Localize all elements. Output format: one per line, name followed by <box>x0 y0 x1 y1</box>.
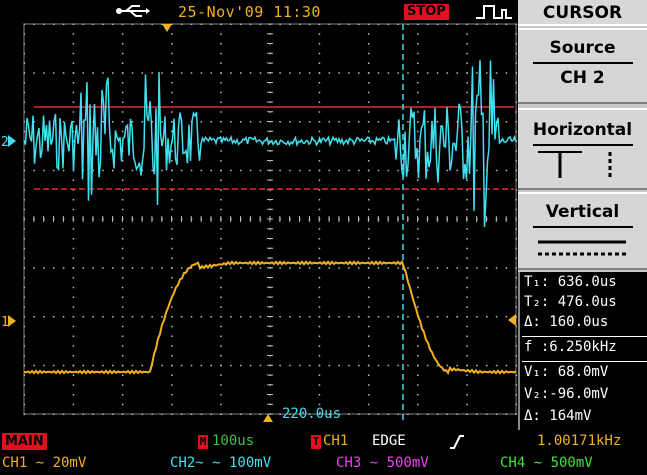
ch1-ground-marker[interactable]: 1 <box>1 315 16 330</box>
trigger-type[interactable]: EDGE <box>372 433 406 449</box>
main-mode-badge[interactable]: MAIN <box>2 433 47 450</box>
readout-divider <box>522 336 647 337</box>
menu-divider <box>532 226 633 228</box>
source-value: CH 2 <box>560 68 605 88</box>
source-menu-button[interactable]: Source CH 2 <box>518 28 647 104</box>
ch3-scale[interactable]: CH3 ∼ 500mV <box>336 455 429 471</box>
trigger-position-label: 220.0us <box>282 406 341 422</box>
horizontal-label: Horizontal <box>532 120 633 140</box>
waveform-screen[interactable]: 2 1 220.0us <box>0 0 518 432</box>
usb-icon <box>116 5 150 17</box>
frequency-readout: f :6.250kHz <box>524 339 617 355</box>
horizontal-menu-button[interactable]: Horizontal <box>518 108 647 190</box>
timebase-marker: M <box>198 435 208 449</box>
ch2-waveform <box>23 60 517 227</box>
delta-t-readout: Δ: 160.0us <box>524 314 609 330</box>
top-status-bar: 25-Nov'09 11:30 STOP <box>0 0 516 24</box>
menu-title: CURSOR <box>518 0 647 26</box>
readout-divider <box>522 361 647 362</box>
svg-text:2: 2 <box>1 135 9 150</box>
vertical-cursor-icon <box>538 240 626 256</box>
date-time: 25-Nov'09 11:30 <box>178 3 321 21</box>
menu-divider <box>532 144 633 146</box>
vertical-label: Vertical <box>545 202 620 222</box>
vertical-menu-button[interactable]: Vertical <box>518 192 647 270</box>
t2-readout: T₂: 476.0us <box>524 294 617 310</box>
v2-readout: V₂:-96.0mV <box>524 386 609 402</box>
trigger-level-marker[interactable] <box>508 314 516 326</box>
ch4-scale[interactable]: CH4 ∼ 500mV <box>500 455 593 471</box>
ch1-scale[interactable]: CH1 ∼ 20mV <box>2 455 87 471</box>
timebase-value[interactable]: 100us <box>212 433 255 449</box>
ch2-scale[interactable]: CH2̴ ∼ 100mV <box>170 455 272 471</box>
horizontal-cursor-icon <box>538 151 612 178</box>
trigger-marker: T <box>311 435 321 449</box>
source-label: Source <box>549 38 616 58</box>
channel-status-bar: CH1 ∼ 20mV CH2̴ ∼ 100mV CH3 ∼ 500mV CH4 … <box>0 455 647 475</box>
run-stop-badge[interactable]: STOP <box>404 4 449 20</box>
delta-v-readout: Δ: 164mV <box>524 408 592 424</box>
pulse-waveform-icon <box>476 5 512 19</box>
graticule <box>23 23 517 415</box>
trigger-time-marker[interactable] <box>263 414 273 422</box>
v1-readout: V₁: 68.0mV <box>524 364 609 380</box>
timebase-status-bar: MAIN M 100us T CH1 EDGE 1.00171kHz <box>0 433 647 453</box>
t1-readout: T₁: 636.0us <box>524 274 617 290</box>
cursor-readouts: T₁: 636.0us T₂: 476.0us Δ: 160.0us f :6.… <box>518 272 647 430</box>
trigger-position-marker[interactable] <box>162 24 172 32</box>
rising-edge-icon <box>450 435 464 449</box>
ch1-waveform <box>23 259 517 376</box>
menu-divider <box>532 62 633 64</box>
ch2-ground-marker[interactable]: 2 <box>1 135 16 150</box>
trigger-source[interactable]: CH1 <box>323 433 349 449</box>
trigger-frequency: 1.00171kHz <box>537 433 622 449</box>
svg-text:1: 1 <box>1 315 9 330</box>
